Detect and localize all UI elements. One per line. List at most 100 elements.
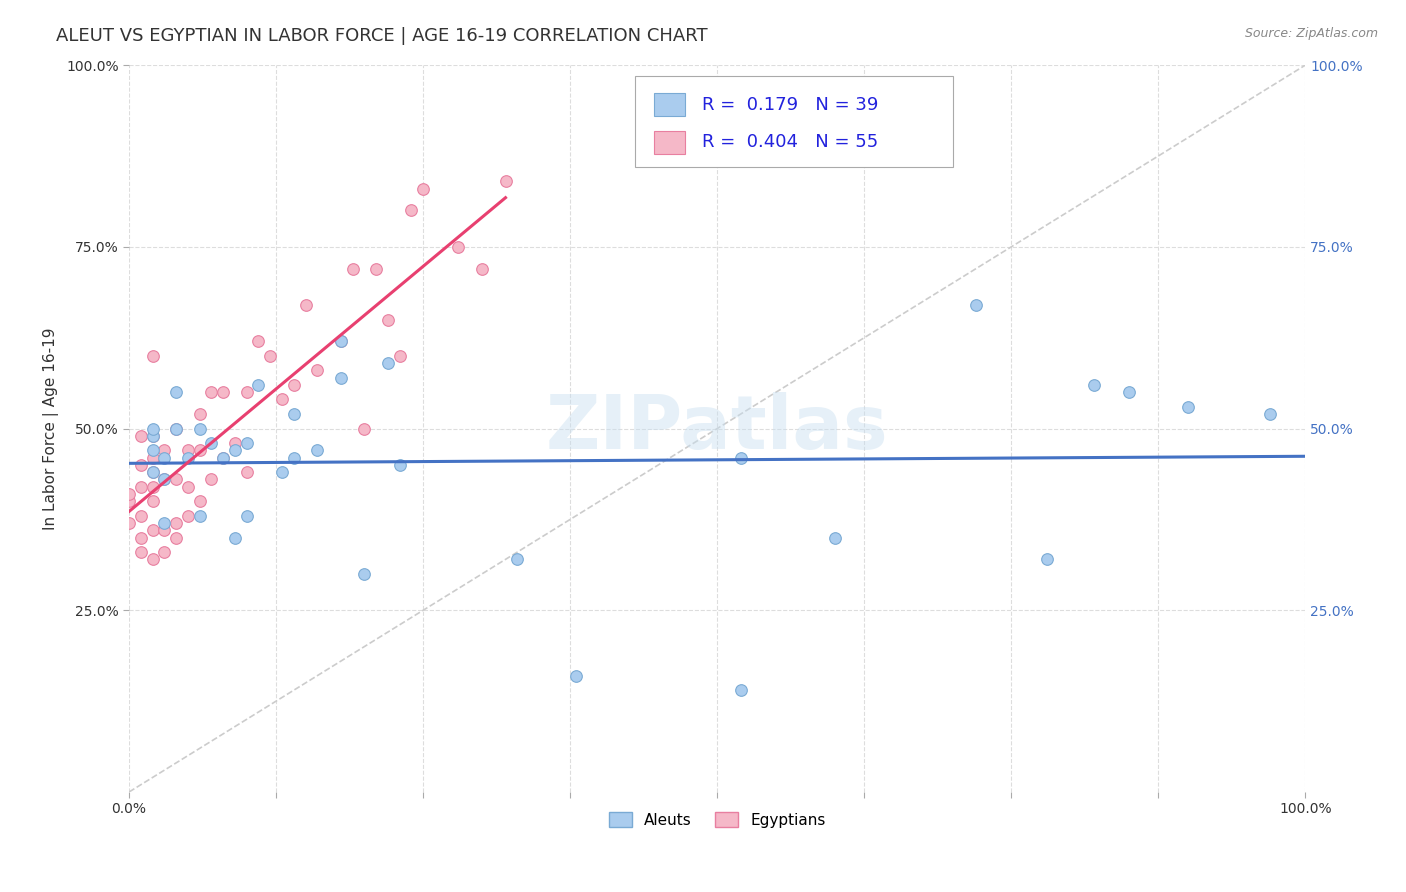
Point	[165, 421, 187, 435]
Point	[377, 312, 399, 326]
Point	[235, 508, 257, 523]
Point	[965, 298, 987, 312]
Point	[329, 334, 352, 349]
Point	[224, 443, 246, 458]
Point	[118, 494, 141, 508]
Point	[118, 487, 141, 501]
Point	[188, 443, 211, 458]
Point	[142, 552, 165, 566]
Point	[412, 182, 434, 196]
Point	[200, 436, 222, 450]
Point	[165, 421, 187, 435]
Point	[212, 450, 235, 465]
Point	[353, 421, 375, 435]
Point	[177, 508, 200, 523]
Point	[294, 298, 316, 312]
Point	[153, 523, 176, 537]
Point	[153, 472, 176, 486]
Point	[177, 480, 200, 494]
Point	[283, 378, 305, 392]
Point	[142, 421, 165, 435]
Point	[224, 436, 246, 450]
Point	[118, 516, 141, 530]
Point	[271, 465, 294, 479]
Point	[824, 531, 846, 545]
Point	[129, 545, 152, 559]
Point	[153, 443, 176, 458]
Point	[730, 683, 752, 698]
Point	[153, 450, 176, 465]
Point	[471, 261, 494, 276]
Point	[730, 450, 752, 465]
Text: R =  0.179   N = 39: R = 0.179 N = 39	[702, 95, 879, 113]
Point	[142, 523, 165, 537]
Point	[1118, 385, 1140, 400]
Point	[495, 174, 517, 188]
Point	[129, 508, 152, 523]
Point	[200, 472, 222, 486]
Text: Source: ZipAtlas.com: Source: ZipAtlas.com	[1244, 27, 1378, 40]
Point	[165, 472, 187, 486]
Text: ZIPatlas: ZIPatlas	[546, 392, 889, 465]
Point	[177, 443, 200, 458]
Point	[1035, 552, 1057, 566]
Point	[165, 531, 187, 545]
Point	[142, 349, 165, 363]
Point	[283, 450, 305, 465]
Y-axis label: In Labor Force | Age 16-19: In Labor Force | Age 16-19	[44, 327, 59, 530]
Point	[271, 392, 294, 407]
Point	[142, 429, 165, 443]
Point	[329, 370, 352, 384]
Point	[235, 385, 257, 400]
Point	[153, 472, 176, 486]
Point	[188, 407, 211, 421]
Legend: Aleuts, Egyptians: Aleuts, Egyptians	[602, 804, 832, 835]
Point	[212, 450, 235, 465]
Point	[235, 436, 257, 450]
FancyBboxPatch shape	[636, 76, 952, 167]
Point	[388, 349, 411, 363]
Point	[142, 465, 165, 479]
Point	[129, 480, 152, 494]
Point	[342, 261, 364, 276]
Point	[129, 458, 152, 472]
Point	[200, 385, 222, 400]
Point	[235, 465, 257, 479]
Point	[377, 356, 399, 370]
Text: R =  0.404   N = 55: R = 0.404 N = 55	[702, 133, 879, 152]
Point	[247, 334, 270, 349]
Point	[177, 450, 200, 465]
Point	[142, 443, 165, 458]
FancyBboxPatch shape	[654, 93, 686, 116]
Point	[142, 480, 165, 494]
Point	[388, 458, 411, 472]
Point	[129, 531, 152, 545]
Point	[188, 508, 211, 523]
Point	[506, 552, 529, 566]
Point	[165, 385, 187, 400]
Point	[165, 516, 187, 530]
Point	[283, 407, 305, 421]
Point	[1258, 407, 1281, 421]
Point	[188, 421, 211, 435]
Point	[565, 668, 588, 682]
Point	[188, 494, 211, 508]
Point	[447, 240, 470, 254]
Point	[153, 516, 176, 530]
Point	[142, 465, 165, 479]
Point	[129, 429, 152, 443]
FancyBboxPatch shape	[654, 130, 686, 154]
Point	[307, 363, 329, 377]
Point	[142, 450, 165, 465]
Point	[247, 378, 270, 392]
Point	[142, 429, 165, 443]
Point	[353, 566, 375, 581]
Point	[153, 545, 176, 559]
Point	[212, 385, 235, 400]
Point	[224, 531, 246, 545]
Text: ALEUT VS EGYPTIAN IN LABOR FORCE | AGE 16-19 CORRELATION CHART: ALEUT VS EGYPTIAN IN LABOR FORCE | AGE 1…	[56, 27, 707, 45]
Point	[1177, 400, 1199, 414]
Point	[366, 261, 388, 276]
Point	[401, 203, 423, 218]
Point	[307, 443, 329, 458]
